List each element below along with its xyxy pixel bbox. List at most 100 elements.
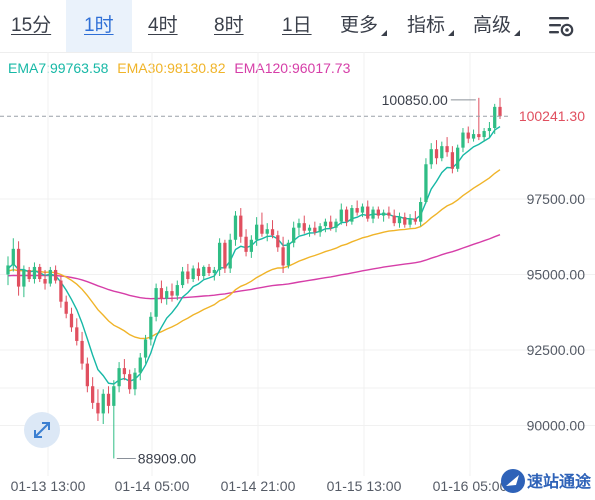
candle-body [207, 266, 211, 273]
candle-body [318, 226, 322, 233]
ema-lines [7, 126, 501, 385]
candle-body [450, 152, 455, 169]
candles [6, 97, 502, 459]
candle-body [80, 340, 84, 364]
tab-label: 4时 [148, 15, 178, 36]
ema-legend: EMA7:99763.58 EMA30:98130.82 EMA120:9601… [8, 60, 355, 76]
candle-body [43, 279, 47, 284]
candle-body [403, 217, 407, 225]
chart-settings-icon[interactable] [548, 14, 574, 38]
candle-body [202, 266, 206, 277]
candlestick-chart[interactable]: 100241.30 100850.00 88909.00 97500.00 95000… [0, 52, 595, 500]
candle-body [38, 266, 42, 280]
time-tick-label: 01-14 05:00 [115, 478, 190, 494]
candle-body [217, 242, 222, 270]
candle-body [387, 212, 391, 216]
dropdown-caret-icon [514, 30, 520, 36]
candle-body [165, 291, 169, 299]
ema30-value: EMA30:98130.82 [117, 60, 226, 76]
dropdown-caret-icon [448, 30, 454, 36]
price-axis: 97500.00 95000.00 92500.00 90000.00 [527, 191, 586, 434]
candle-body [329, 221, 333, 228]
candle-body [239, 215, 243, 237]
tab-label: 15分 [11, 15, 52, 36]
candle-body [32, 266, 37, 280]
candle-body [11, 248, 15, 266]
fullscreen-button[interactable] [24, 412, 60, 448]
candle-body [302, 223, 306, 231]
candle-body [122, 368, 127, 375]
candle-body [244, 236, 248, 252]
tab-label: 更多 [340, 15, 379, 36]
candle-body [408, 218, 412, 225]
high-price-label: 100850.00 [382, 92, 448, 108]
candle-body [434, 149, 439, 159]
candle-body [260, 224, 264, 234]
time-tick-label: 01-14 21:00 [221, 478, 296, 494]
time-tick-label: 01-15 13:00 [327, 478, 402, 494]
candle-body [48, 269, 52, 284]
candle-body [360, 206, 365, 213]
tab-1h[interactable]: 1时 [66, 0, 132, 52]
tab-4h[interactable]: 4时 [132, 0, 198, 52]
candle-body [223, 242, 227, 269]
tab-indicators-dropdown[interactable]: 指标 [407, 0, 454, 52]
candle-body [112, 386, 116, 406]
tab-label: 高级 [473, 15, 512, 36]
candle-body [133, 372, 137, 390]
candle-body [64, 301, 68, 314]
candle-body [482, 131, 486, 138]
candle-body [228, 239, 232, 269]
tab-advanced-dropdown[interactable]: 高级 [473, 0, 520, 52]
watermark-text: 速站通途 [527, 472, 592, 491]
candle-body [149, 316, 153, 340]
candle-body [265, 229, 269, 234]
candle-body [498, 106, 502, 117]
price-tick-label: 92500.00 [527, 342, 586, 358]
candle-body [392, 215, 396, 224]
candle-body [233, 215, 238, 240]
ema7-value: EMA7:99763.58 [8, 60, 109, 76]
candle-body [59, 280, 63, 302]
candle-body [186, 271, 190, 280]
low-price-label: 88909.00 [138, 450, 197, 466]
candle-body [339, 209, 343, 222]
candle-body [175, 285, 179, 296]
candle-body [344, 209, 349, 222]
candle-body [371, 209, 375, 219]
candle-body [477, 134, 481, 138]
candle-body [487, 128, 492, 132]
tab-label: 1日 [282, 15, 312, 36]
tab-1d[interactable]: 1日 [264, 0, 330, 52]
candle-body [128, 374, 132, 390]
candle-body [297, 223, 301, 228]
candle-body [143, 339, 148, 358]
tab-8h[interactable]: 8时 [198, 0, 264, 52]
price-tick-label: 97500.00 [527, 191, 586, 207]
candle-body [456, 147, 460, 169]
candle-body [255, 224, 259, 240]
candle-body [445, 146, 449, 153]
candle-body [249, 239, 253, 252]
candle-body [429, 149, 433, 165]
candle-body [350, 208, 354, 222]
candle-body [6, 265, 10, 275]
candle-body [101, 393, 105, 414]
timeframe-tab-bar: 15分 1时 4时 8时 1日 更多 指标 高级 [0, 0, 595, 53]
candle-body [180, 271, 185, 286]
candle-body [334, 221, 338, 228]
candle-body [355, 208, 359, 213]
candle-body [196, 268, 201, 277]
candle-body [424, 164, 428, 203]
candle-body [292, 227, 296, 243]
candle-body [154, 288, 158, 317]
tab-more-dropdown[interactable]: 更多 [340, 0, 387, 52]
candle-body [270, 229, 275, 236]
candle-body [313, 227, 317, 233]
candle-body [471, 134, 476, 139]
candle-body [281, 247, 285, 266]
tab-15m[interactable]: 15分 [0, 0, 66, 52]
ema7-line [7, 126, 501, 385]
candle-body [493, 106, 497, 129]
candle-body [27, 269, 31, 280]
